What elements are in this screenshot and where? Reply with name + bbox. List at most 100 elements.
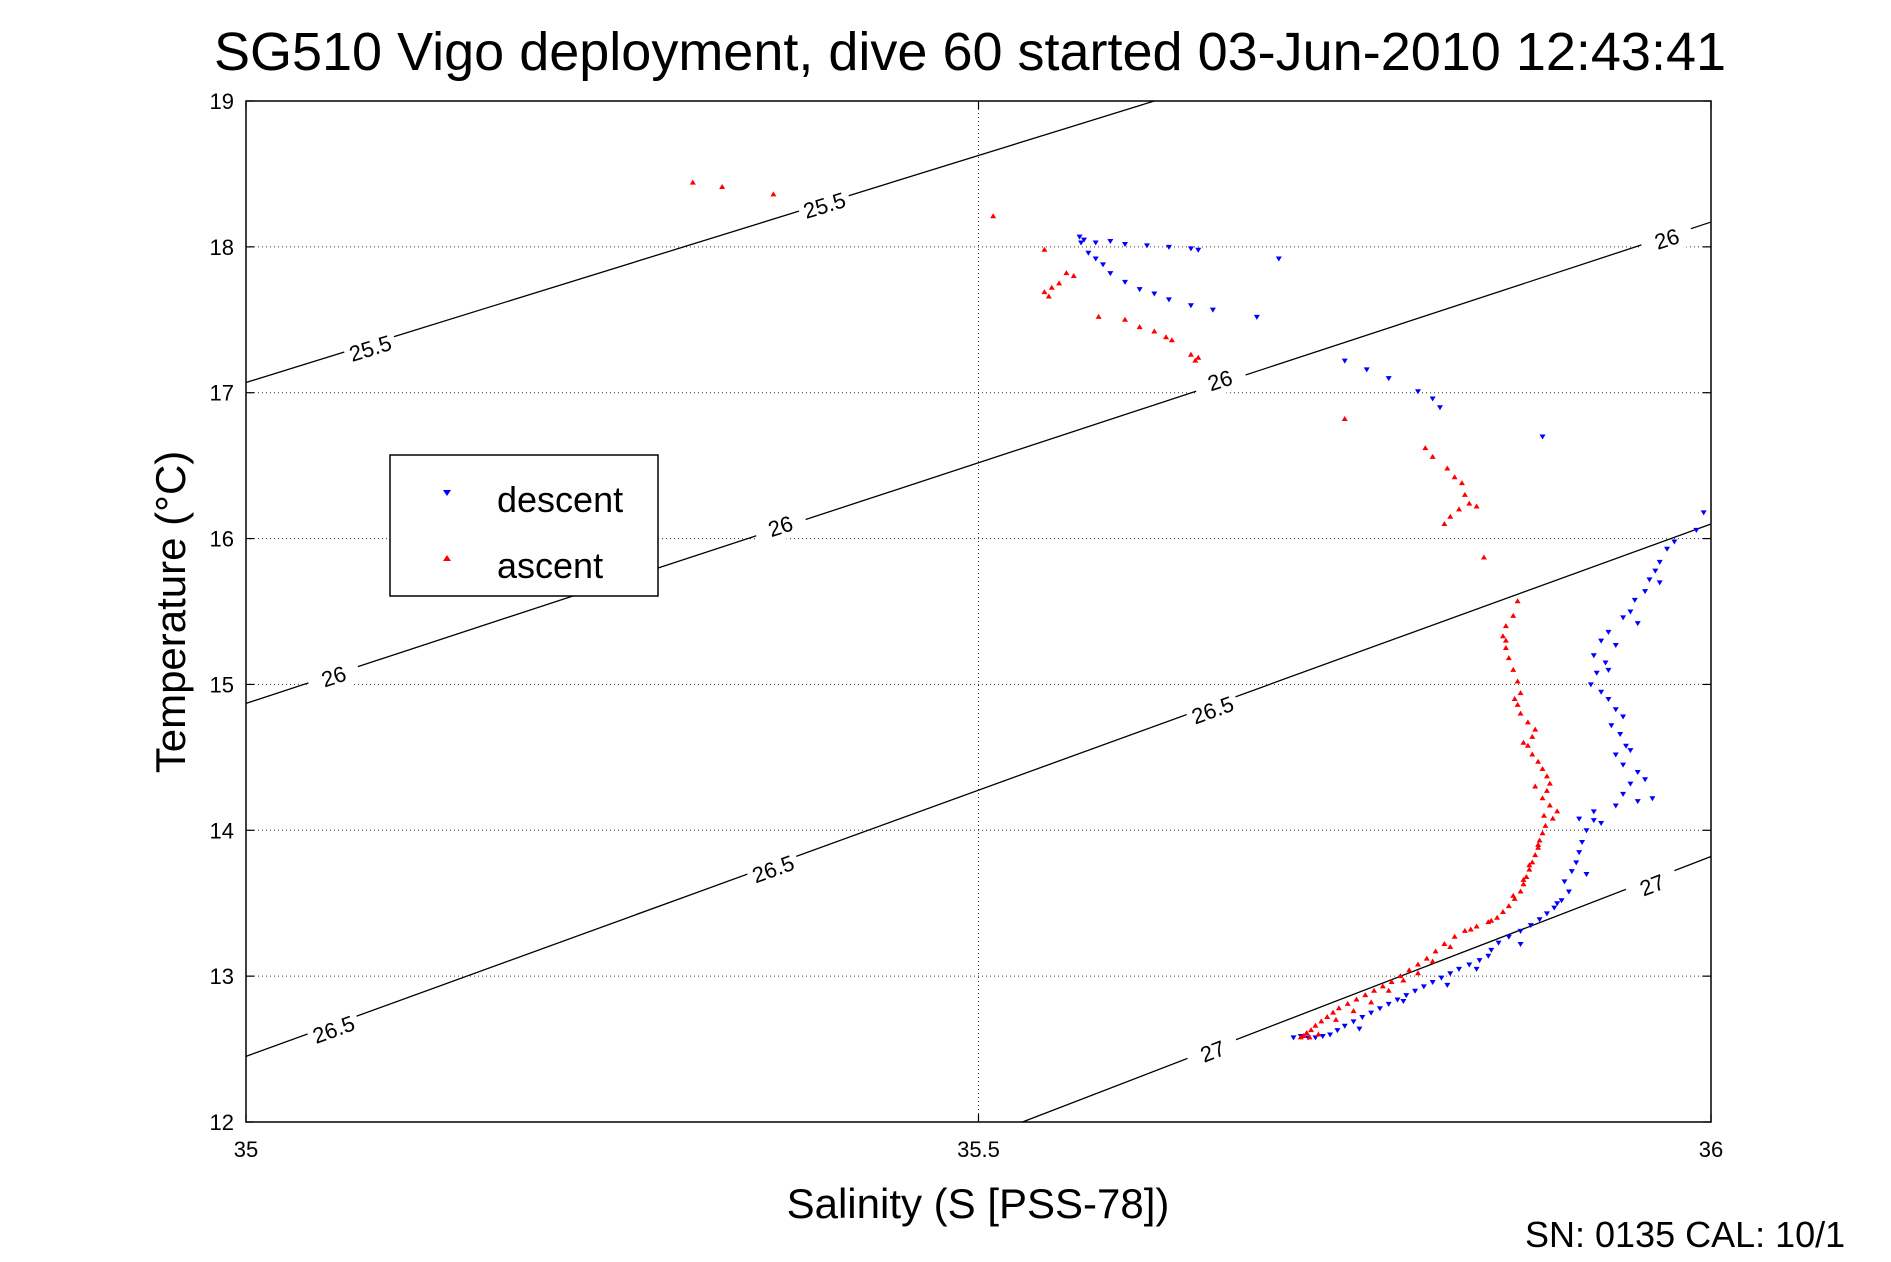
ascent-point	[1063, 270, 1070, 276]
contour-line-27	[1022, 855, 1712, 1123]
series-descent	[1076, 234, 1707, 1041]
descent-point	[1551, 905, 1558, 911]
descent-point	[1394, 997, 1401, 1003]
descent-point	[1576, 850, 1583, 856]
ascent-point	[1303, 1030, 1310, 1036]
ascent-point	[1444, 465, 1451, 471]
descent-point	[1122, 241, 1128, 247]
descent-point	[1385, 1001, 1392, 1007]
ascent-point	[1473, 923, 1480, 929]
ascent-point	[1546, 780, 1553, 786]
descent-point	[1403, 993, 1410, 999]
ascent-point	[1306, 1034, 1313, 1040]
descent-point	[1576, 816, 1583, 822]
descent-point	[1376, 1006, 1383, 1012]
descent-point	[1612, 803, 1619, 809]
descent-point	[1568, 869, 1575, 875]
descent-point	[1438, 975, 1445, 981]
descent-point	[1456, 966, 1463, 972]
descent-point	[1671, 539, 1678, 545]
ascent-point	[1543, 773, 1550, 779]
descent-point	[1385, 376, 1392, 382]
ascent-point	[1520, 881, 1527, 887]
descent-point	[1642, 777, 1649, 783]
descent-point	[1620, 714, 1627, 720]
descent-point	[1627, 748, 1634, 754]
ascent-point	[1517, 888, 1524, 894]
y-axis-ticks: 12 13 14 15 16 17 18 19	[210, 89, 1711, 1135]
ascent-point	[1070, 273, 1077, 279]
descent-point	[1646, 577, 1653, 583]
ascent-point	[1514, 701, 1521, 707]
ascent-point	[1447, 513, 1454, 519]
plot-area	[246, 101, 1711, 1122]
ascent-point	[1461, 491, 1468, 497]
descent-point	[1107, 239, 1114, 245]
ascent-point	[1529, 751, 1536, 757]
ascent-point	[1480, 554, 1487, 560]
descent-point	[1605, 629, 1612, 635]
descent-point	[1590, 818, 1597, 824]
x-tick-label: 35	[234, 1137, 258, 1162]
descent-point	[1634, 621, 1641, 627]
descent-point	[1634, 769, 1641, 775]
ascent-point	[1136, 324, 1143, 330]
x-axis-ticks: 35 35.5 36	[234, 101, 1723, 1162]
ascent-point	[1163, 334, 1170, 340]
legend-box	[389, 454, 659, 597]
descent-point	[1312, 1035, 1319, 1041]
ascent-point	[1461, 927, 1468, 933]
ascent-point	[1510, 612, 1517, 618]
descent-point	[1076, 234, 1083, 240]
descent-point	[1627, 609, 1634, 615]
ascent-point	[1187, 351, 1194, 357]
ascent-point	[1529, 859, 1536, 865]
contour-label-bg	[744, 848, 803, 891]
descent-point	[1436, 405, 1443, 411]
ascent-point	[1535, 758, 1542, 764]
ascent-point	[1524, 742, 1531, 748]
ascent-point	[1451, 933, 1458, 939]
ascent-point	[1308, 1027, 1315, 1033]
descent-point	[1290, 1035, 1297, 1041]
ascent-point	[1511, 696, 1518, 702]
ascent-point	[1379, 983, 1386, 989]
contour-label-bg	[341, 328, 400, 370]
descent-point	[1590, 809, 1597, 815]
ascent-point	[1511, 895, 1518, 901]
descent-point	[1447, 971, 1454, 977]
ascent-point	[1520, 876, 1527, 882]
contour-line-25.5	[245, 100, 1155, 384]
ascent-point	[1502, 623, 1509, 629]
descent-point	[1579, 839, 1586, 845]
descent-point	[1368, 1010, 1375, 1016]
descent-point	[1693, 527, 1700, 533]
descent-point	[1165, 244, 1172, 250]
ascent-point	[1505, 903, 1512, 909]
contour-line-26	[245, 221, 1712, 705]
descent-point	[1415, 389, 1421, 395]
ascent-point	[1458, 480, 1465, 486]
descent-point	[1473, 966, 1480, 972]
y-tick-label: 17	[210, 381, 234, 406]
ascent-point	[1536, 837, 1543, 843]
ascent-point	[1539, 795, 1546, 801]
series-ascent	[689, 179, 1561, 1040]
ascent-point	[770, 191, 777, 197]
descent-point	[1598, 820, 1605, 826]
ascent-point	[719, 184, 726, 190]
ascent-point	[1532, 726, 1539, 732]
ascent-point	[1041, 289, 1048, 295]
ascent-point	[1473, 503, 1480, 509]
ascent-point	[1297, 1034, 1304, 1040]
legend-ascent-marker	[443, 555, 451, 561]
ascent-point	[1467, 926, 1474, 932]
y-tick-label: 19	[210, 89, 234, 114]
descent-point	[1356, 1026, 1363, 1032]
ascent-point	[1510, 892, 1517, 898]
descent-point	[1078, 240, 1085, 246]
ascent-point	[1423, 955, 1430, 961]
ascent-point	[1432, 948, 1439, 954]
